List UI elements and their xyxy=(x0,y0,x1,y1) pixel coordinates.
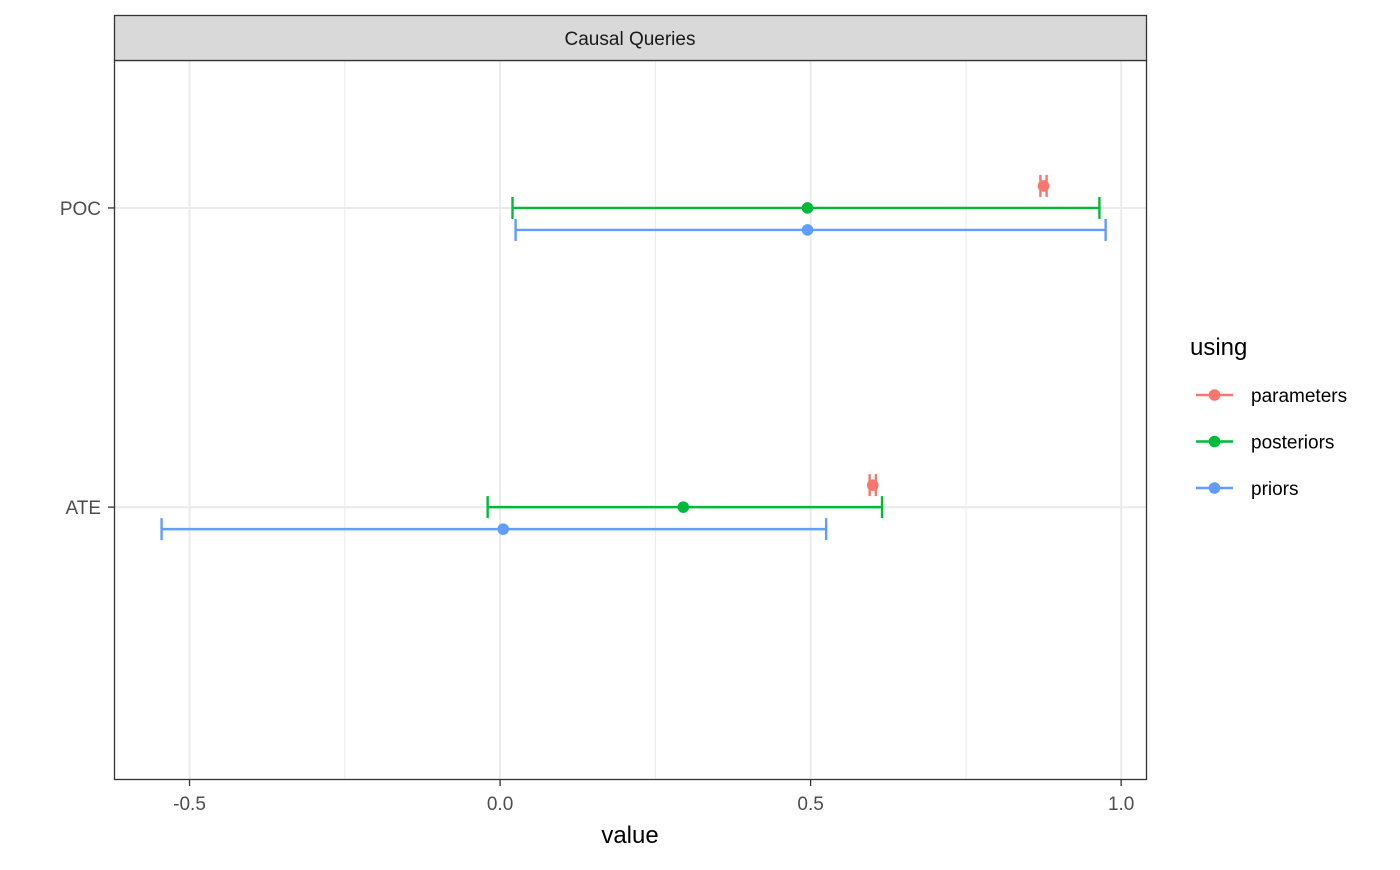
data-marks xyxy=(160,174,1107,541)
y-tick-label: POC xyxy=(60,199,101,220)
legend: using parameters posteriors priors xyxy=(1190,334,1347,500)
point-range-parameters-POC xyxy=(1037,174,1050,197)
axes: -0.5 0.0 0.5 1.0 ATE POC xyxy=(60,199,1135,815)
facet-strip-box xyxy=(113,14,1148,62)
point-range-priors-ATE xyxy=(160,518,828,541)
x-axis-title: value xyxy=(601,822,658,849)
legend-label: parameters xyxy=(1251,386,1347,407)
data-point xyxy=(497,523,509,535)
legend-label: priors xyxy=(1251,479,1299,500)
legend-key-point xyxy=(1208,482,1221,494)
x-tick-label: 1.0 xyxy=(1108,794,1134,815)
data-point xyxy=(677,501,690,513)
legend-key-point xyxy=(1208,435,1221,448)
data-point xyxy=(801,202,814,214)
legend-title: using xyxy=(1190,334,1247,361)
y-tick-label: ATE xyxy=(65,498,101,519)
legend-entry-priors: priors xyxy=(1196,479,1299,500)
x-tick-label: 0.5 xyxy=(797,794,823,815)
legend-key-point xyxy=(1208,389,1221,401)
x-tick-label: 0.0 xyxy=(487,794,513,815)
legend-label: posteriors xyxy=(1251,433,1334,454)
data-point xyxy=(801,224,814,236)
data-point xyxy=(866,479,879,491)
point-range-posteriors-ATE xyxy=(486,496,884,519)
facet-title: Causal Queries xyxy=(565,29,696,50)
legend-entry-posteriors: posteriors xyxy=(1196,433,1334,454)
point-range-posteriors-POC xyxy=(511,196,1101,219)
data-point xyxy=(1037,180,1050,192)
legend-entry-parameters: parameters xyxy=(1196,386,1347,407)
point-range-parameters-ATE xyxy=(866,474,879,497)
point-range-priors-POC xyxy=(514,218,1107,241)
x-tick-label: -0.5 xyxy=(173,794,206,815)
facet-strip: Causal Queries xyxy=(113,14,1148,62)
